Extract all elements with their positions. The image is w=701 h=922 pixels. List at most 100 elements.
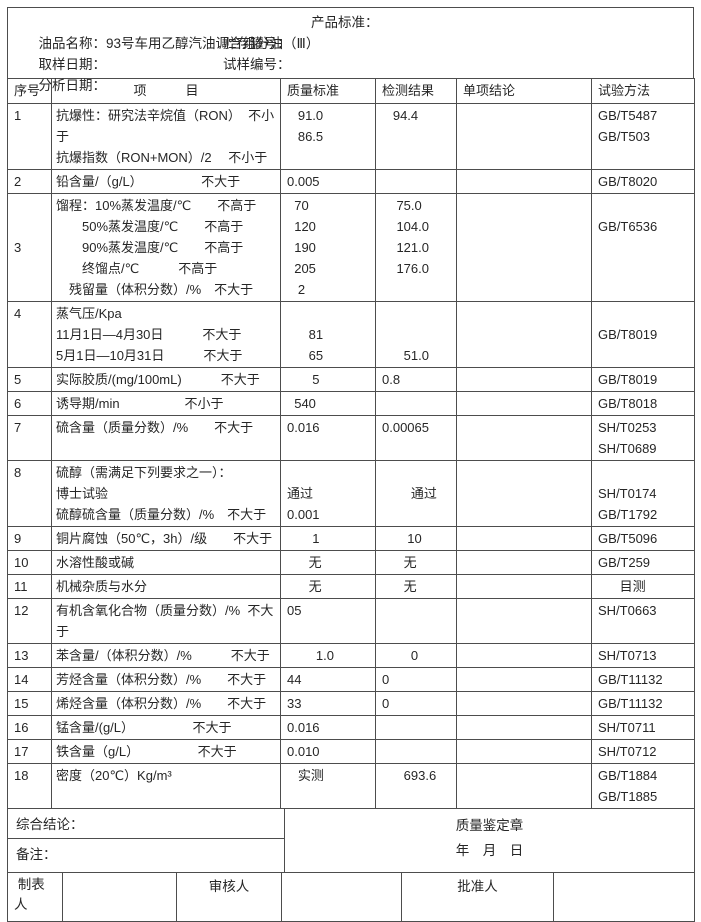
cell-conclusion [456, 103, 592, 170]
cell-line: GB/T8020 [598, 174, 658, 189]
cell-line: 芳烃含量（体积分数）/% 不大于 [56, 672, 267, 687]
cell-line [463, 528, 585, 549]
cell-line: SH/T0711 [598, 720, 656, 735]
cell-standard: 91.0 86.5 [280, 103, 376, 170]
signature-row: 制表人 审核人 批准人 [7, 872, 695, 922]
cell-line: SH/T0713 [598, 648, 657, 663]
cell-line: 0.001 [287, 507, 320, 522]
table-body: 1 抗爆性：研究法辛烷值（RON） 不小于抗爆指数（RON+MON）/2 不小于 … [7, 103, 695, 809]
cell-line: 18 [14, 768, 29, 783]
cell-line [463, 417, 585, 438]
cell-line: 馏程：10%蒸发温度/℃ 不高于 [56, 198, 257, 213]
column-header-seq: 序号 [7, 78, 52, 104]
cell-result: 通过 [375, 460, 457, 527]
cell-line: 51.0 [382, 348, 429, 363]
cell-conclusion [456, 691, 592, 716]
cell-standard: 0.010 [280, 739, 376, 764]
cell-line [598, 195, 688, 216]
cell-line: 无 [287, 555, 322, 570]
cell-result: 0.00065 [375, 415, 457, 461]
cell-line: 0.8 [382, 372, 401, 387]
cell-result: 75.0 104.0 121.0 176.0 [375, 193, 457, 302]
cell-conclusion [456, 550, 592, 575]
signature-block: 制表人 审核人 批准人 [7, 872, 695, 922]
cell-line [463, 303, 585, 324]
maker-label-cell: 制表人 [7, 872, 63, 922]
cell-line [463, 105, 585, 126]
cell-line: 0.010 [287, 744, 320, 759]
cell-line: 铜片腐蚀（50℃，3h）/级 不大于 [56, 531, 273, 546]
cell-method: GB/T8020 [591, 169, 695, 194]
cell-line: 176.0 [382, 261, 429, 276]
cell-seq: 8 [7, 460, 52, 527]
cell-line: 无 [382, 579, 417, 594]
cell-method: SH/T0712 [591, 739, 695, 764]
cell-item: 水溶性酸或碱 [51, 550, 281, 575]
cell-method: GB/T8018 [591, 391, 695, 416]
conclusion-row: 综合结论： 质量鉴定章 年 月 日 [7, 808, 695, 873]
product-name-label: 油品名称：93号车用乙醇汽油调合组分油（Ⅲ） [38, 36, 320, 51]
seal-date: 年 月 日 [455, 843, 524, 858]
cell-method: GB/T5096 [591, 526, 695, 551]
cell-standard: 无 [280, 550, 376, 575]
cell-result: 693.6 [375, 763, 457, 809]
cell-line: 实际胶质/(mg/100mL) 不大于 [56, 372, 260, 387]
cell-line: 抗爆指数（RON+MON）/2 不小于 [56, 150, 268, 165]
cell-line: SH/T0689 [598, 441, 657, 456]
cell-line: 无 [382, 555, 417, 570]
cell-line: 苯含量/（体积分数）/% 不大于 [56, 648, 270, 663]
cell-line: GB/T8019 [598, 327, 658, 342]
cell-standard: 1 [280, 526, 376, 551]
cell-line: 50%蒸发温度/℃ 不高于 [56, 219, 244, 234]
cell-line: 烯烃含量（体积分数）/% 不大于 [56, 696, 267, 711]
cell-result: 无 [375, 574, 457, 599]
remark-row: 备注： [7, 838, 695, 873]
cell-line: 0 [382, 648, 419, 663]
cell-line: 0.005 [287, 174, 320, 189]
remark-cell: 备注： [7, 838, 285, 873]
table-row: 12 有机含氧化合物（质量分数）/% 不大于 05 SH/T0663 [7, 598, 695, 644]
cell-seq: 2 [7, 169, 52, 194]
cell-line: 硫醇硫含量（质量分数）/% 不大于 [56, 507, 267, 522]
cell-line: GB/T5487 [598, 108, 658, 123]
cell-line: 15 [14, 696, 29, 711]
sampling-date-label: 取样日期： [38, 57, 107, 72]
cell-method: SH/T0253 SH/T0689 [591, 415, 695, 461]
cell-line: 6 [14, 396, 22, 411]
cell-line [463, 552, 585, 573]
cell-line [598, 462, 688, 483]
cell-method: GB/T11132 [591, 667, 695, 692]
cell-line: 3 [14, 240, 22, 255]
cell-line [463, 765, 585, 786]
cell-method: GB/T5487 GB/T503 [591, 103, 695, 170]
conclusion-block: 综合结论： 质量鉴定章 年 月 日 备注： [7, 808, 695, 873]
table-row: 7 硫含量（质量分数）/% 不大于 0.016 0.00065 SH/T0253 SH/T… [7, 415, 695, 461]
cell-standard: 0.005 [280, 169, 376, 194]
table-row: 3 馏程：10%蒸发温度/℃ 不高于 50%蒸发温度/℃ 不高于 90%蒸发温度/… [7, 193, 695, 302]
cell-line: 5月1日—10月31日 不大于 [56, 348, 243, 363]
column-header-conclusion: 单项结论 [456, 78, 592, 104]
cell-line: SH/T0253 [598, 420, 657, 435]
cell-line: 120 [287, 219, 316, 234]
cell-result: 51.0 [375, 301, 457, 368]
cell-line: 通过 [287, 486, 314, 501]
cell-line: 铁含量（g/L） 不大于 [56, 744, 237, 759]
cell-item: 硫醇（需满足下列要求之一）： 博士试验 硫醇硫含量（质量分数）/% 不大于 [51, 460, 281, 527]
cell-line: 104.0 [382, 219, 429, 234]
cell-line: 9 [14, 531, 22, 546]
cell-seq: 3 [7, 193, 52, 302]
cell-line: GB/T1885 [598, 789, 658, 804]
analysis-date-label: 分析日期： [38, 78, 107, 93]
cell-line: 70 [287, 198, 309, 213]
cell-line: GB/T259 [598, 555, 651, 570]
cell-item: 蒸气压/Kpa 11月1日—4月30日 不大于 5月1日—10月31日 不大于 [51, 301, 281, 368]
cell-seq: 16 [7, 715, 52, 740]
cell-line: 机械杂质与水分 [56, 579, 148, 594]
cell-line [382, 393, 450, 414]
table-row: 10 水溶性酸或碱 无 无 GB/T259 [7, 550, 695, 575]
table-row: 9 铜片腐蚀（50℃，3h）/级 不大于 1 10 GB/T5096 [7, 526, 695, 551]
cell-line: 1 [287, 531, 320, 546]
cell-line [382, 171, 450, 192]
cell-result [375, 391, 457, 416]
cell-line: 博士试验 [56, 486, 109, 501]
